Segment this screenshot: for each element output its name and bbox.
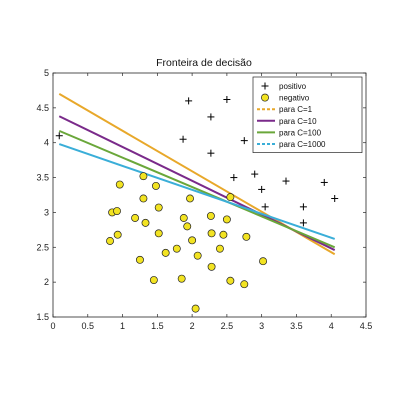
negativo-point-19 [206, 211, 215, 220]
legend-label-1: negativo [279, 94, 310, 103]
positivo-point-16 [299, 203, 307, 211]
positivo-point-8 [207, 149, 215, 157]
legend-label-2: para C=1 [279, 105, 313, 114]
x-tick-label-6: 3 [259, 321, 264, 331]
positivo-point-15 [261, 203, 269, 211]
positivo-point-5 [179, 135, 187, 143]
y-tick-label-6: 4.5 [36, 103, 49, 113]
legend-item-4: para C=100 [257, 128, 322, 137]
negativo-point-5 [139, 194, 148, 203]
x-tick-label-9: 4.5 [360, 321, 373, 331]
positivo-point-9 [251, 170, 259, 178]
y-tick-label-7: 5 [44, 68, 49, 78]
x-tick-label-3: 1.5 [151, 321, 164, 331]
negativo-point-29 [177, 274, 186, 283]
legend-item-2: para C=1 [257, 105, 313, 114]
y-tick-label-0: 1.5 [36, 312, 49, 322]
axis-ticks: 0 0.5 1 1.5 2 2.5 3 3.5 4 4.5 1.5 2 2.5 3 3.5 4 4.5 5 [36, 68, 372, 331]
negativo-point-11 [141, 218, 150, 227]
legend-label-5: para C=1000 [279, 140, 326, 149]
x-tick-label-1: 0.5 [82, 321, 95, 331]
positivo-point-0 [55, 132, 63, 140]
negativo-point-12 [135, 255, 144, 264]
negativo-point-20 [207, 229, 216, 238]
negativo-point-25 [186, 194, 194, 203]
y-tick-label-2: 2.5 [36, 242, 49, 252]
negativo-point-26 [226, 193, 235, 202]
x-tick-label-8: 4 [329, 321, 334, 331]
negativo-point-13 [161, 248, 170, 257]
negativo-point-33 [191, 304, 200, 313]
negativo-point-30 [226, 276, 235, 285]
legend-box [252, 76, 363, 153]
positivo-point-4 [207, 113, 215, 121]
chart-title: Fronteira de decisão [156, 57, 252, 69]
y-tick-label-3: 3 [44, 207, 49, 217]
negativo-point-21 [222, 215, 231, 224]
positivo-point-11 [258, 185, 266, 193]
negativo-point-18 [193, 251, 202, 260]
positivo-point-10 [230, 174, 238, 182]
x-tick-label-5: 2.5 [221, 321, 234, 331]
legend-item-5: para C=1000 [257, 140, 326, 149]
negativo-point-3 [113, 230, 122, 239]
negativo-point-28 [207, 262, 216, 271]
negativo-point-4 [106, 237, 114, 245]
negativo-point-23 [219, 230, 228, 239]
negativo-point-2 [115, 180, 124, 189]
y-tick-label-4: 3.5 [36, 173, 49, 183]
negativo-point-31 [240, 280, 249, 289]
legend-item-1: negativo [261, 94, 310, 103]
x-tick-label-2: 1 [120, 321, 125, 331]
plot-frame [52, 72, 367, 318]
legend: positivo negativo para C=1 para C=10 para C=… [252, 76, 363, 153]
negativo-point-15 [183, 222, 192, 231]
positivo-point-12 [282, 177, 290, 185]
y-tick-label-1: 2 [44, 277, 49, 287]
x-tick-label-4: 2 [190, 321, 195, 331]
negativo-point-22 [215, 244, 224, 253]
legend-item-3: para C=10 [257, 117, 317, 126]
positivo-point-17 [299, 219, 307, 227]
positivo-point-14 [331, 194, 339, 202]
negativo-point-27 [149, 276, 158, 285]
positivo-point-6 [240, 137, 248, 145]
negativo-point-9 [131, 214, 140, 222]
negativo-point-16 [188, 236, 197, 245]
negativo-point-7 [151, 181, 160, 190]
negativo-point-32 [259, 257, 268, 266]
negativo-point-8 [154, 203, 163, 212]
boundary-line-2 [58, 129, 336, 249]
negativo-point-14 [179, 214, 188, 222]
boundary-line-3 [58, 143, 336, 240]
negativo-point-17 [172, 244, 181, 253]
legend-label-0: positivo [279, 82, 307, 91]
legend-item-0: positivo [261, 82, 307, 91]
positivo-point-13 [320, 178, 328, 186]
positivo-point-2 [223, 95, 231, 103]
negativo-point-1 [113, 207, 121, 215]
negativo-point-24 [242, 232, 251, 241]
negativo-point-10 [154, 229, 163, 238]
y-tick-label-5: 4 [44, 138, 49, 148]
x-tick-label-7: 3.5 [290, 321, 303, 331]
legend-label-4: para C=100 [279, 128, 322, 137]
x-tick-label-0: 0 [50, 321, 55, 331]
negativo-point-6 [139, 172, 148, 181]
boundary-lines [58, 93, 336, 256]
legend-label-3: para C=10 [279, 117, 317, 126]
positivo-point-1 [185, 97, 193, 105]
